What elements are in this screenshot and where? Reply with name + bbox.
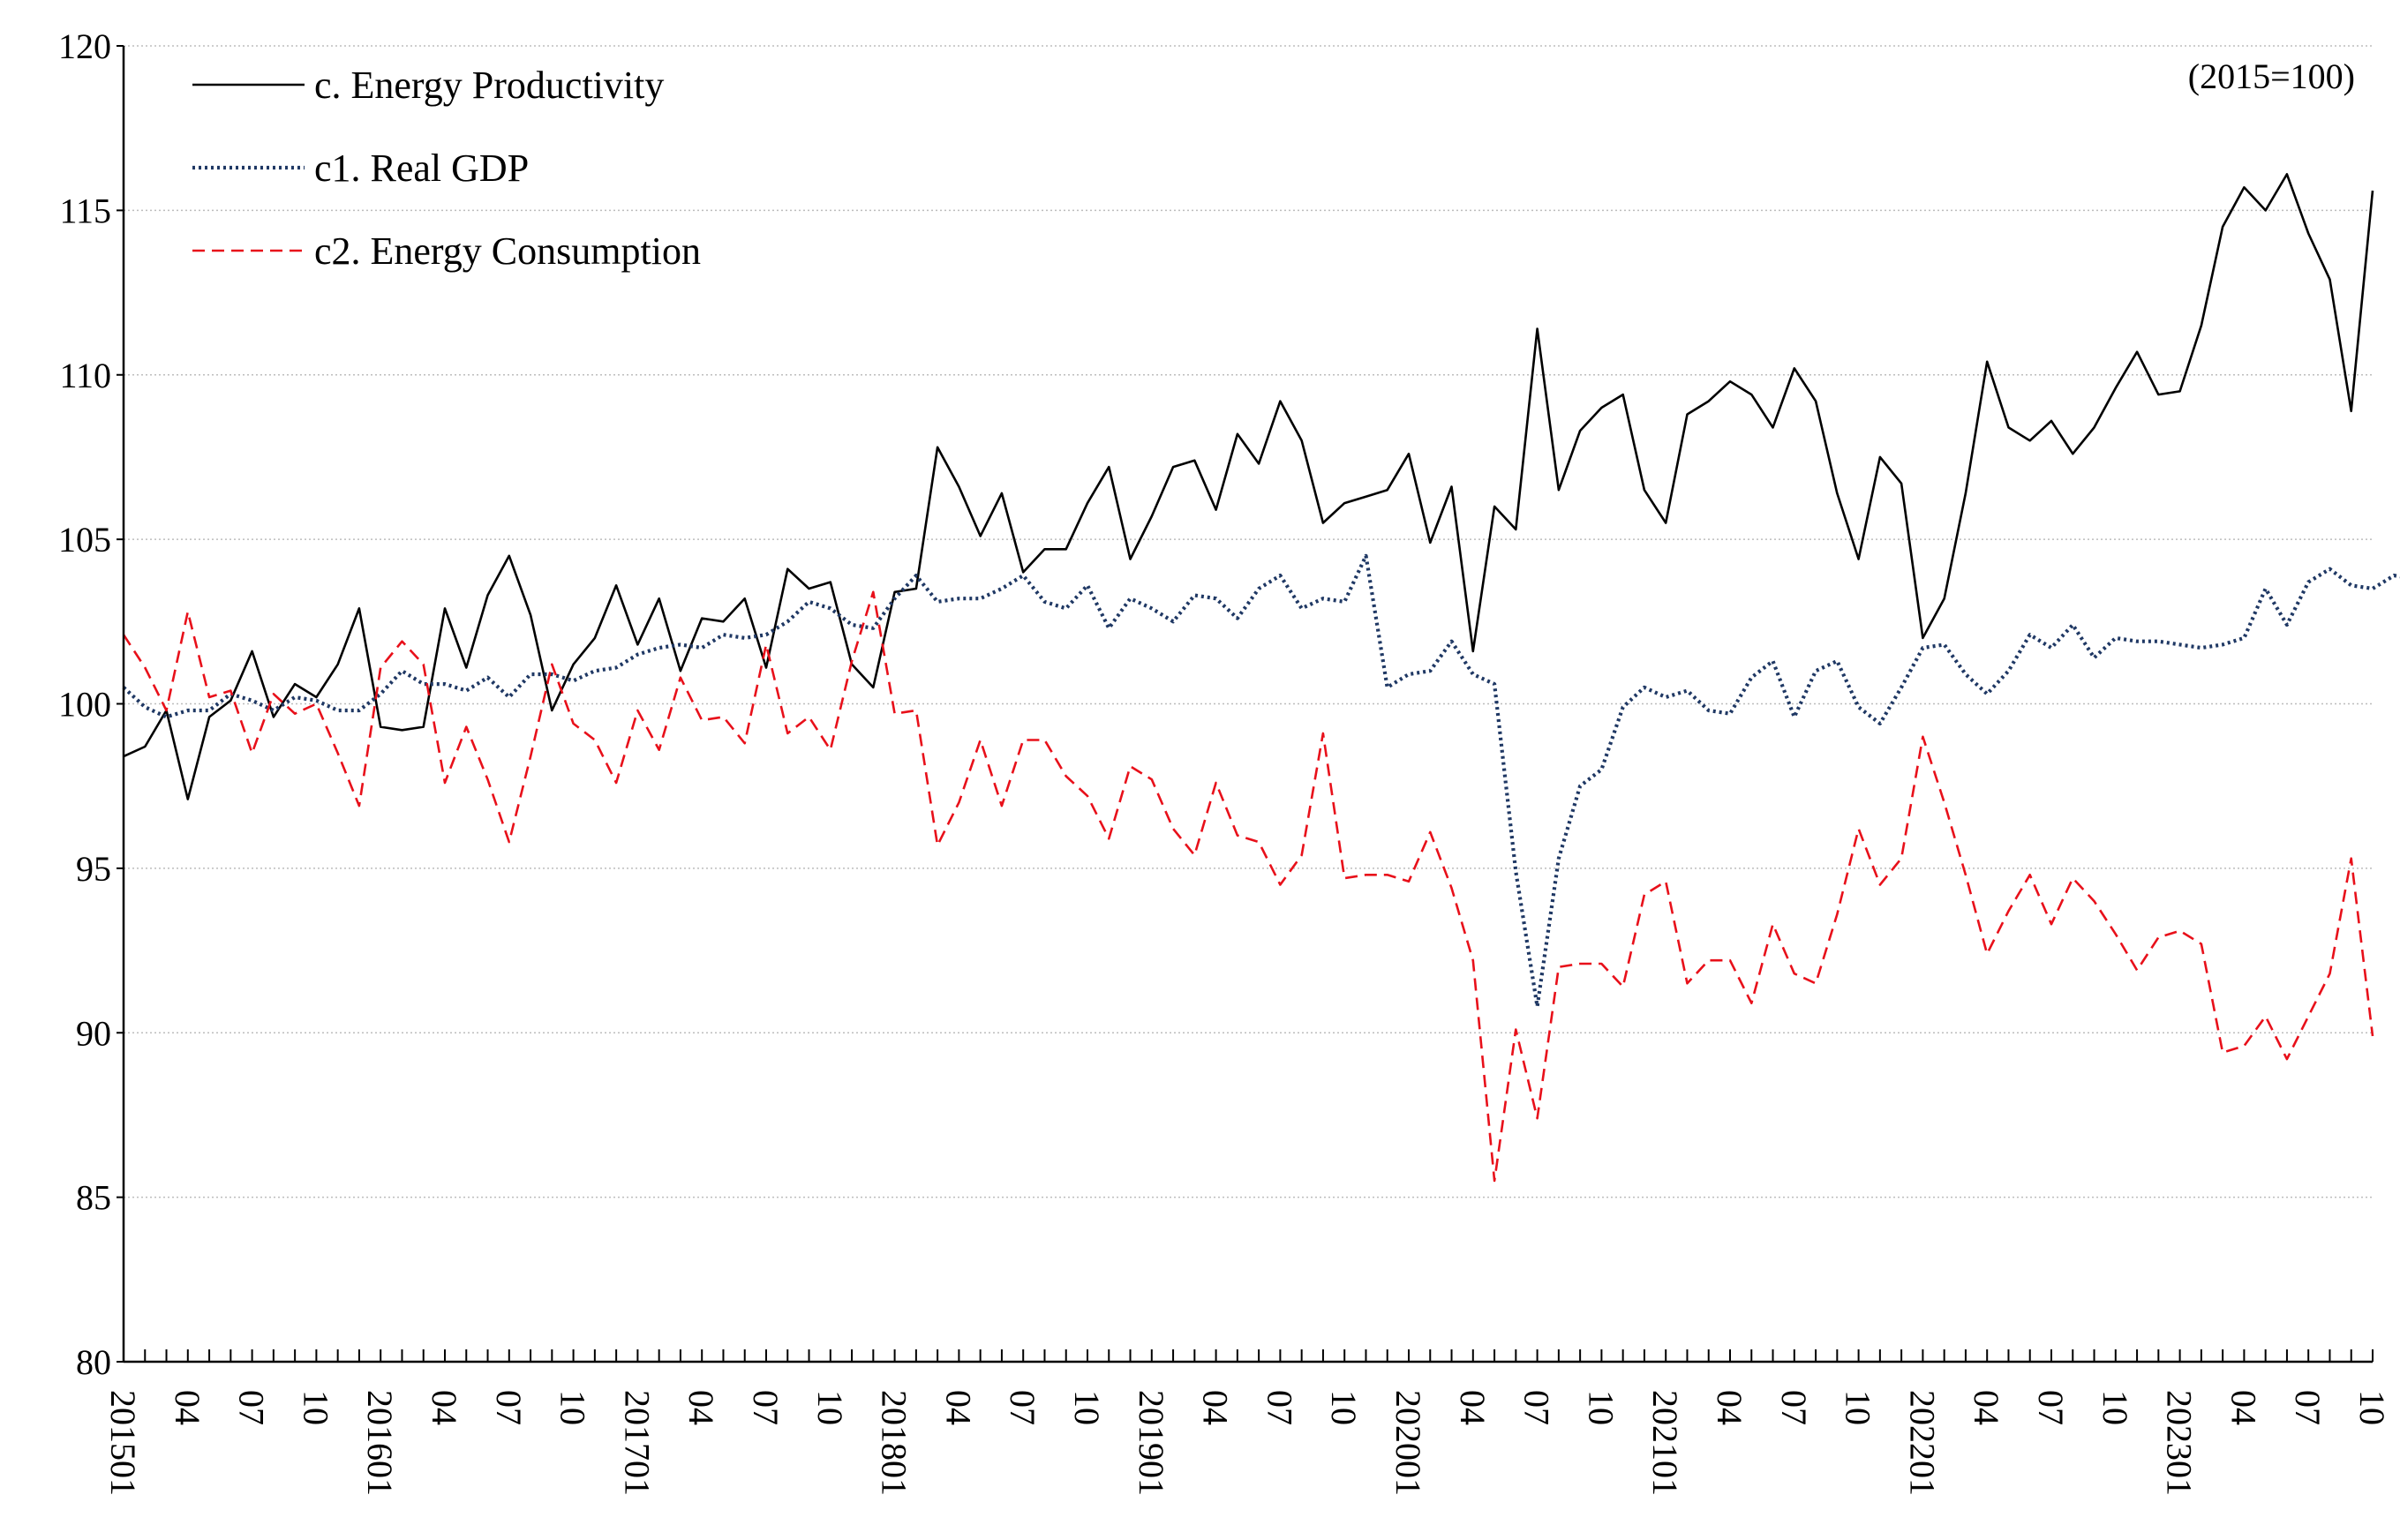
x-tick-label: 201601 (360, 1390, 400, 1496)
x-tick-label: 10 (1324, 1390, 1364, 1425)
y-tick-label: 105 (58, 520, 111, 560)
legend-label-energy-productivity: c. Energy Productivity (314, 64, 664, 107)
x-tick-label: 10 (1839, 1390, 1878, 1425)
x-tick-label: 07 (489, 1390, 529, 1425)
x-tick-label: 07 (1517, 1390, 1557, 1425)
series-line-energy-productivity (123, 173, 2374, 800)
x-tick-label: 07 (1260, 1390, 1299, 1425)
x-tick-label: 07 (2031, 1390, 2071, 1425)
x-tick-label: 04 (1196, 1390, 1236, 1425)
x-tick-label: 10 (296, 1390, 335, 1425)
x-tick-label: 07 (232, 1390, 272, 1425)
x-tick-labels: 201501 04 07 10 201601 04 07 10 201701 04 07 10 2018… (103, 1349, 2392, 1496)
y-tick-labels: 80 85 90 95 100 105 110 115 120 (58, 26, 124, 1382)
series-group (122, 173, 2400, 1183)
x-tick-label: 04 (168, 1390, 207, 1425)
y-tick-label: 80 (76, 1342, 111, 1382)
x-tick-label: 04 (1967, 1390, 2006, 1425)
x-tick-label: 04 (1453, 1390, 1493, 1425)
x-tick-label: 07 (1774, 1390, 1814, 1425)
x-tick-label: 04 (681, 1390, 721, 1425)
x-tick-label: 04 (2223, 1390, 2263, 1425)
x-tick-label: 202201 (1902, 1390, 1942, 1496)
base-year-note: (2015=100) (2188, 56, 2355, 96)
x-tick-label: 07 (746, 1390, 786, 1425)
x-tick-label: 10 (1067, 1390, 1107, 1425)
y-tick-label: 120 (58, 26, 111, 66)
y-tick-label: 115 (59, 191, 111, 230)
x-tick-label: 10 (553, 1390, 593, 1425)
x-tick-label: 10 (1581, 1390, 1621, 1425)
x-tick-label: 04 (1710, 1390, 1749, 1425)
x-tick-label: 201901 (1132, 1390, 1171, 1496)
legend: c. Energy Productivity c1. Real GDP c2. … (192, 64, 701, 273)
x-tick-label: 201801 (875, 1390, 914, 1496)
x-tick-label: 07 (1003, 1390, 1042, 1425)
x-tick-label: 07 (2288, 1390, 2328, 1425)
x-tick-label: 202101 (1645, 1390, 1685, 1496)
y-tick-label: 95 (76, 849, 111, 889)
x-tick-label: 04 (938, 1390, 978, 1425)
y-tick-label: 85 (76, 1178, 111, 1218)
y-tick-label: 110 (59, 356, 111, 395)
gridlines (124, 45, 2373, 1198)
x-tick-label: 201701 (617, 1390, 657, 1496)
x-tick-label: 10 (2095, 1390, 2135, 1425)
x-tick-label: 202301 (2160, 1390, 2200, 1496)
x-tick-label: 04 (425, 1390, 464, 1425)
legend-label-real-gdp: c1. Real GDP (314, 146, 529, 190)
x-tick-label: 10 (2352, 1390, 2392, 1425)
series-line-real-gdp (122, 553, 2400, 1009)
y-tick-label: 100 (58, 685, 111, 725)
series-line-energy-consumption (122, 590, 2374, 1183)
x-tick-label: 202001 (1388, 1390, 1428, 1496)
x-tick-label: 201501 (103, 1390, 143, 1496)
y-tick-label: 90 (76, 1013, 111, 1053)
legend-label-energy-consumption: c2. Energy Consumption (314, 229, 701, 273)
x-tick-label: 10 (810, 1390, 850, 1425)
